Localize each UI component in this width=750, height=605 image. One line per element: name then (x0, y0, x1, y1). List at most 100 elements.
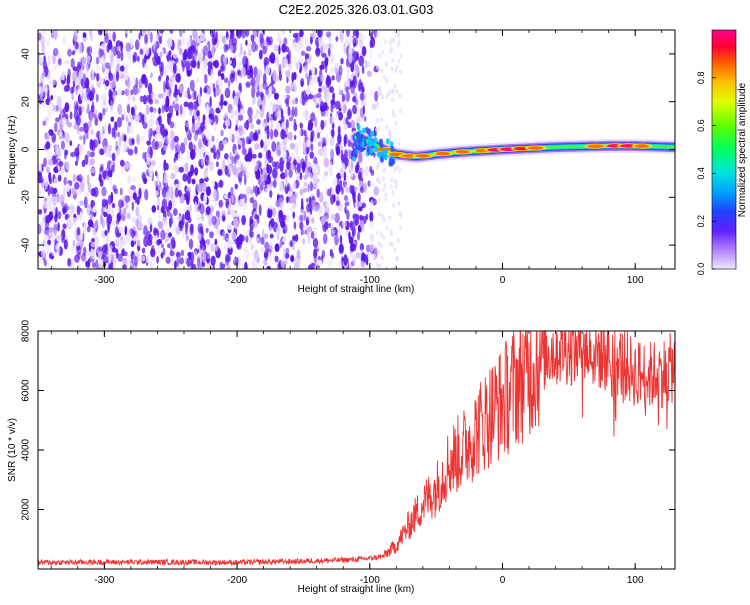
noise-blob (278, 213, 283, 223)
noise-blob (207, 50, 212, 58)
noise-blob (227, 132, 233, 142)
noise-blob (142, 94, 147, 105)
noise-blob (224, 118, 230, 127)
colorbar-gradient (711, 29, 737, 270)
noise-blob (217, 69, 222, 78)
noise-blob (310, 143, 314, 152)
noise-blob-faint (378, 85, 382, 91)
noise-blob (110, 191, 114, 204)
noise-blob (307, 166, 313, 173)
noise-blob (48, 177, 53, 185)
noise-blob (145, 253, 149, 264)
noise-blob (184, 221, 189, 229)
noise-blob (82, 246, 87, 256)
noise-blob (262, 94, 266, 107)
noise-blob (288, 116, 294, 122)
noise-blob (305, 93, 308, 103)
noise-blob (178, 47, 183, 55)
noise-blob (313, 248, 318, 259)
noise-blob (334, 62, 340, 69)
noise-blob (64, 214, 69, 221)
noise-blob (142, 174, 147, 183)
noise-blob (291, 106, 295, 118)
noise-blob (115, 226, 119, 238)
noise-blob (253, 113, 259, 120)
noise-blob (63, 176, 67, 186)
noise-blob (176, 110, 179, 117)
noise-blob (156, 255, 159, 264)
noise-blob-faint (384, 192, 388, 198)
noise-blob (121, 248, 125, 257)
noise-blob (179, 30, 183, 37)
noise-blob (163, 172, 169, 184)
noise-blob (266, 164, 273, 175)
noise-blob (134, 146, 138, 155)
noise-blob (367, 252, 371, 260)
noise-blob (364, 59, 368, 69)
noise-blob (140, 135, 145, 143)
noise-blob (66, 73, 71, 85)
noise-blob (289, 142, 296, 150)
noise-blob (316, 92, 322, 99)
noise-blob (283, 228, 286, 234)
noise-blob (229, 33, 234, 40)
noise-blob (293, 160, 298, 166)
noise-blob (299, 122, 303, 129)
noise-blob (317, 132, 320, 139)
noise-blob (107, 39, 113, 50)
noise-blob (325, 31, 332, 38)
noise-blob (164, 128, 168, 139)
noise-blob (185, 60, 191, 71)
noise-blob (171, 236, 176, 249)
noise-blob (281, 67, 284, 76)
noise-blob (149, 113, 154, 120)
noise-blob (45, 166, 50, 174)
noise-blob (146, 105, 150, 115)
noise-blob (132, 176, 136, 183)
noise-blob (271, 141, 277, 152)
noise-blob (172, 222, 177, 231)
noise-blob (174, 260, 177, 269)
noise-blob (180, 249, 184, 257)
noise-blob (182, 51, 187, 60)
noise-blob (67, 48, 72, 57)
noise-blob (359, 215, 364, 220)
noise-blob (318, 81, 322, 87)
noise-blob (309, 151, 315, 159)
noise-blob-faint (375, 64, 379, 70)
noise-blob (258, 247, 265, 253)
noise-blob (137, 239, 142, 247)
noise-blob (280, 172, 286, 180)
noise-blob (324, 170, 328, 177)
noise-blob (111, 247, 118, 253)
spectrogram-x-tick-label: 0 (500, 275, 506, 286)
noise-blob (292, 244, 295, 251)
noise-blob (350, 168, 354, 178)
noise-blob (117, 206, 120, 213)
track-scatter (355, 144, 360, 151)
noise-blob (280, 129, 286, 140)
noise-blob (78, 143, 84, 156)
noise-blob (142, 152, 146, 160)
noise-blob (274, 243, 280, 253)
noise-blob (182, 61, 185, 73)
noise-blob (368, 90, 374, 96)
noise-blob (332, 177, 338, 187)
noise-blob (350, 119, 356, 130)
noise-blob (138, 187, 142, 200)
noise-blob (359, 243, 365, 252)
noise-blob (198, 147, 204, 158)
noise-blob (127, 148, 134, 156)
noise-blob (234, 149, 238, 155)
noise-blob (323, 200, 329, 212)
noise-blob (123, 109, 127, 120)
noise-blob (83, 196, 88, 209)
noise-blob (89, 111, 93, 123)
snr-x-tick-label: 0 (500, 575, 506, 586)
noise-blob (117, 199, 124, 209)
noise-blob (226, 158, 232, 164)
noise-blob (157, 238, 162, 245)
spectrogram-x-label: Height of straight line (km) (298, 284, 415, 295)
noise-blob (165, 191, 170, 201)
noise-blob (126, 104, 131, 114)
